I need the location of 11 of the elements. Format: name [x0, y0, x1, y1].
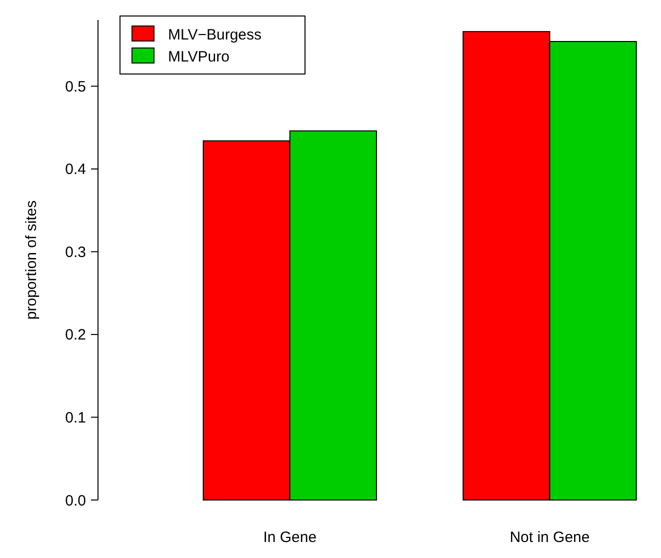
legend-label: MLVPuro: [168, 48, 230, 66]
x-tick-label: In Gene: [263, 529, 317, 546]
y-tick-label: 0.0: [65, 492, 86, 510]
y-tick-label: 0.1: [65, 409, 86, 426]
y-tick-label: 0.2: [65, 326, 86, 344]
legend-label: MLV−Burgess: [168, 26, 262, 44]
y-tick-label: 0.3: [65, 244, 86, 261]
y-tick-label: 0.4: [65, 161, 86, 178]
y-axis-title: proportion of sites: [23, 200, 40, 320]
x-tick-label: Not in Gene: [510, 529, 590, 546]
y-tick-label: 0.5: [65, 78, 86, 96]
